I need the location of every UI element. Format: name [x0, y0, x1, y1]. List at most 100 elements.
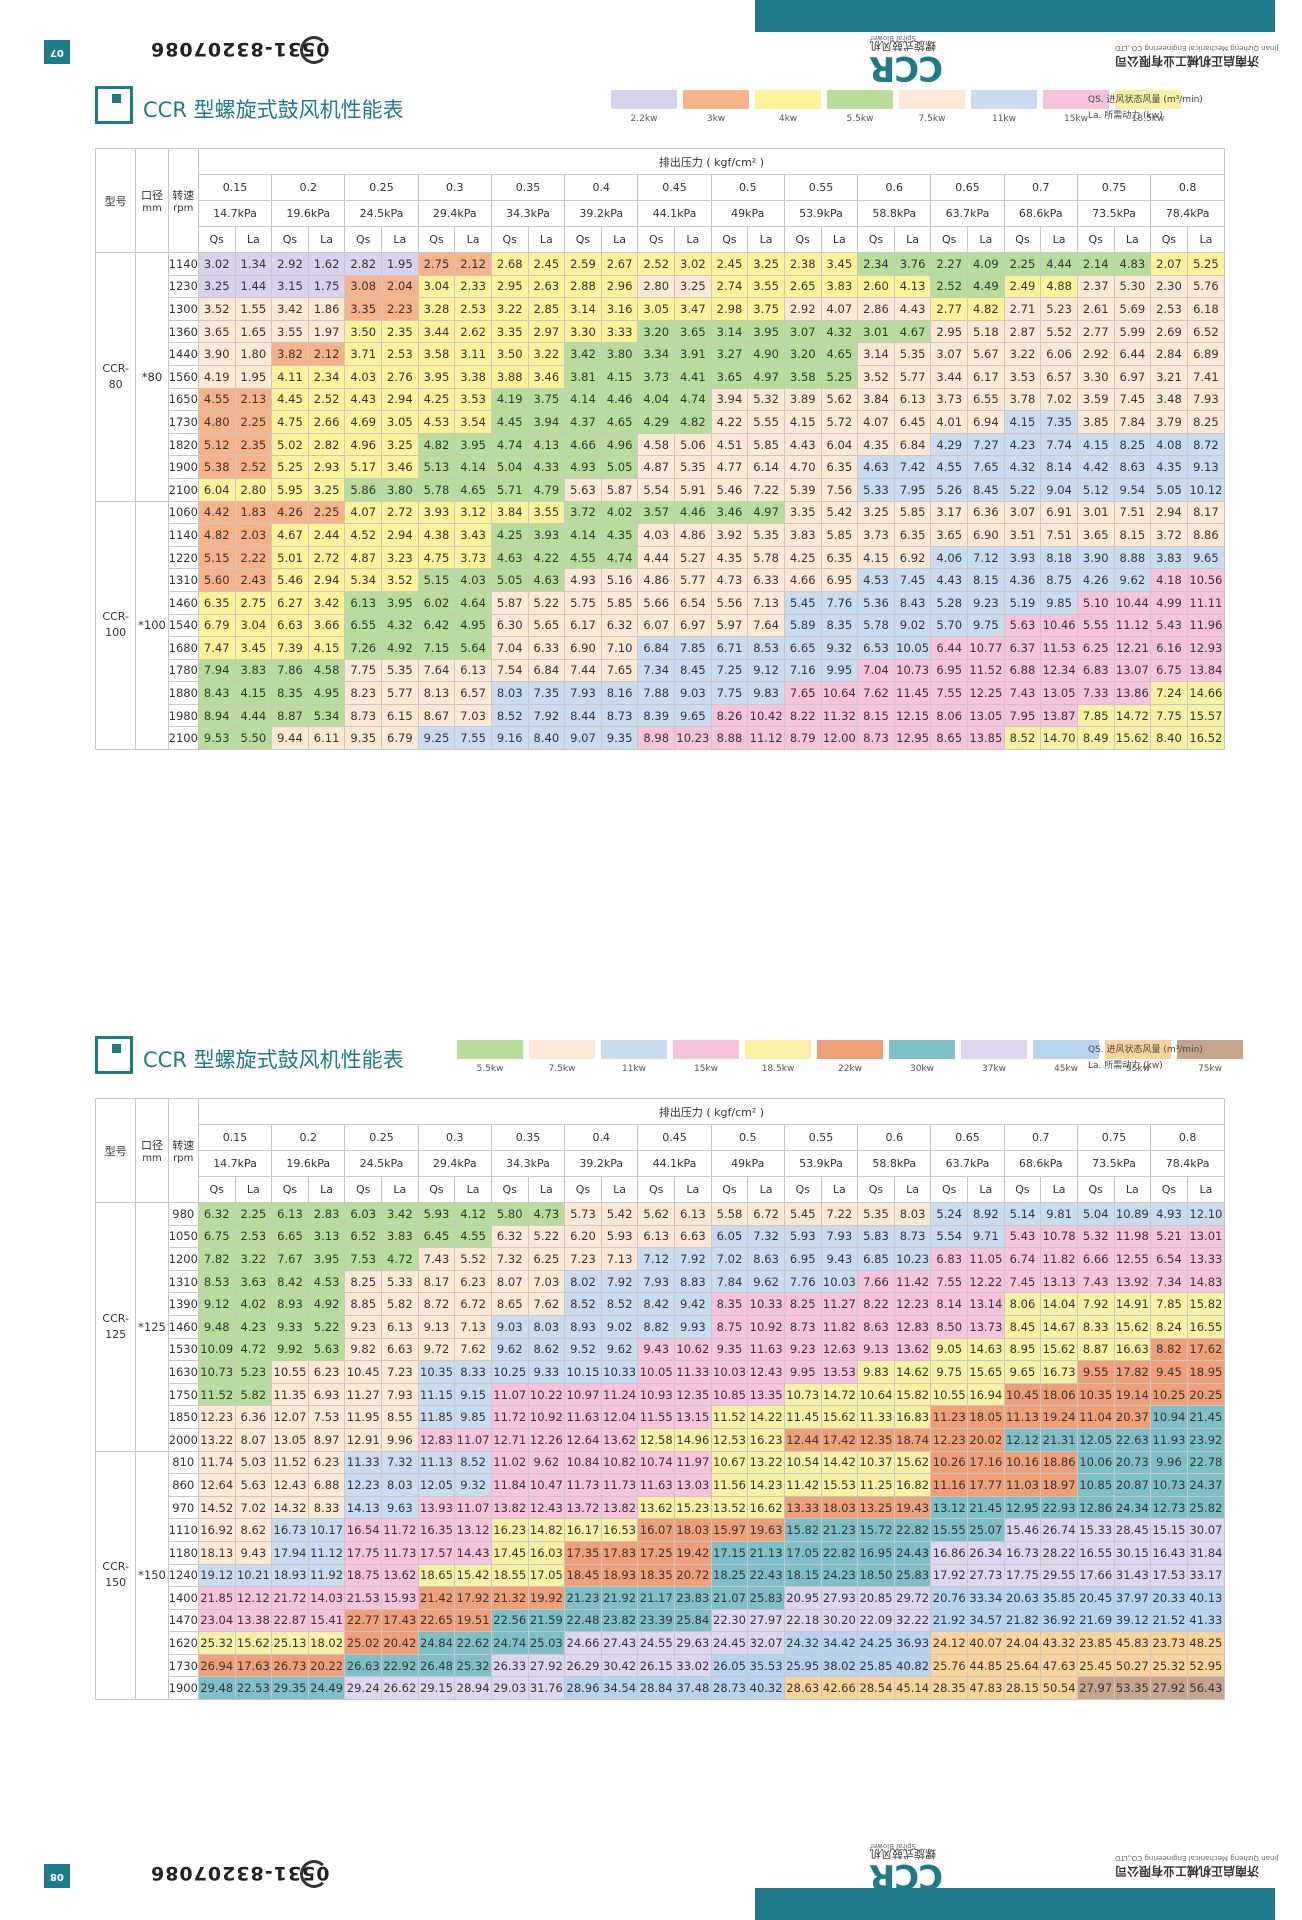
pressure-kpa: 34.3kPa — [490, 200, 566, 227]
data-cell: 3.58 — [783, 364, 822, 389]
data-cell: 4.93 — [564, 455, 602, 479]
data-cell: 8.22 — [783, 703, 822, 728]
data-cell: 3.94 — [527, 410, 566, 434]
data-cell: 13.22 — [747, 1450, 785, 1475]
data-cell: 6.72 — [454, 1292, 492, 1316]
data-cell: 2.52 — [637, 252, 676, 276]
data-cell: 11.42 — [893, 1269, 932, 1294]
qs-header: Qs — [857, 1176, 895, 1203]
data-cell: 4.90 — [747, 342, 785, 366]
data-cell: 2.43 — [234, 568, 273, 592]
data-cell: 8.94 — [197, 703, 236, 728]
data-cell: 6.72 — [747, 1202, 785, 1226]
rpm-cell: 1220 — [167, 545, 199, 570]
data-cell: 5.22 — [1003, 477, 1042, 502]
data-cell: 8.25 — [344, 1269, 383, 1294]
data-cell: 3.73 — [637, 364, 676, 389]
data-cell: 2.93 — [307, 455, 346, 479]
pressure-kpa: 24.5kPa — [344, 1150, 419, 1177]
data-cell: 3.55 — [747, 274, 785, 299]
data-cell: 8.85 — [344, 1292, 383, 1316]
data-cell: 3.93 — [1003, 545, 1042, 570]
data-cell: 11.45 — [783, 1405, 822, 1429]
legend-item: 7.5kw — [899, 90, 965, 124]
data-cell: 6.55 — [967, 387, 1005, 412]
data-cell: 3.44 — [930, 364, 969, 389]
data-cell: 6.35 — [197, 590, 236, 615]
data-cell: 16.07 — [637, 1518, 676, 1542]
data-cell: 16.83 — [893, 1405, 932, 1429]
legend-label: 7.5kw — [548, 1064, 576, 1074]
table-row: 1310 5.60 2.43 5.46 2.94 5.34 3.52 5.15 4.03 5.05… — [96, 568, 1226, 592]
data-cell: 11.63 — [637, 1473, 676, 1497]
data-cell: 11.53 — [1040, 636, 1078, 660]
performance-table: 型号 口径 mm 转速 rpm 排出压力 ( kgf/cm² ) 0.15 0.2 0.25 0.… — [94, 148, 1226, 751]
data-cell: 8.24 — [1150, 1314, 1188, 1339]
legend-swatch — [611, 90, 677, 109]
data-cell: 35.53 — [747, 1653, 785, 1678]
data-cell: 6.63 — [674, 1224, 712, 1249]
data-cell: 2.69 — [1150, 319, 1188, 344]
rpm-cell: 1900 — [167, 455, 199, 479]
data-cell: 53.35 — [1113, 1676, 1152, 1701]
data-cell: 24.37 — [1186, 1473, 1226, 1497]
data-cell: 12.86 — [1076, 1495, 1115, 1520]
data-cell: 2.80 — [637, 274, 676, 299]
data-cell: 9.33 — [527, 1360, 566, 1384]
data-cell: 6.23 — [454, 1269, 492, 1294]
data-cell: 3.46 — [381, 455, 419, 479]
data-cell: 4.88 — [1040, 274, 1078, 299]
model-name: CCR-80 — [94, 252, 137, 502]
data-cell: 4.63 — [857, 455, 895, 479]
data-cell: 9.35 — [710, 1337, 749, 1362]
data-cell: 8.33 — [1076, 1314, 1115, 1339]
rpm-cell: 1140 — [167, 252, 199, 276]
data-cell: 8.42 — [271, 1269, 309, 1294]
data-cell: 8.15 — [1113, 523, 1152, 547]
data-cell: 3.22 — [527, 342, 566, 366]
table-row: 1440 3.90 1.80 3.82 2.12 3.71 2.53 3.58 3.11 3.50… — [96, 342, 1226, 366]
data-cell: 5.95 — [271, 477, 309, 502]
rpm-cell: 1400 — [167, 1586, 199, 1610]
rpm-cell: 1200 — [167, 1247, 199, 1271]
qs-header: Qs — [1150, 226, 1188, 253]
data-cell: 7.64 — [417, 658, 456, 683]
data-cell: 5.22 — [527, 1224, 566, 1249]
data-cell: 2.92 — [783, 297, 822, 321]
data-cell: 2.07 — [1150, 252, 1188, 276]
data-cell: 4.93 — [1150, 1202, 1188, 1226]
data-cell: 2.25 — [307, 500, 346, 525]
data-cell: 11.74 — [197, 1450, 236, 1475]
data-cell: 23.92 — [1186, 1427, 1226, 1452]
data-cell: 3.83 — [234, 658, 273, 683]
data-cell: 14.03 — [307, 1586, 346, 1610]
data-cell: 15.62 — [1113, 1314, 1152, 1339]
brand-block-bottom: CCR 螺旋式鼓风机 Spiral Blower — [870, 1842, 944, 1896]
data-cell: 48.25 — [1186, 1631, 1226, 1655]
data-cell: 4.22 — [710, 410, 749, 434]
data-cell: 3.66 — [307, 613, 346, 638]
data-cell: 12.04 — [600, 1405, 639, 1429]
data-cell: 2.25 — [1003, 252, 1042, 276]
data-cell: 26.34 — [967, 1540, 1005, 1565]
data-cell: 4.83 — [1113, 252, 1152, 276]
data-cell: 28.84 — [637, 1676, 676, 1701]
data-cell: 7.86 — [271, 658, 309, 683]
pressure-value: 0.7 — [1003, 174, 1078, 201]
pressure-kpa: 68.6kPa — [1003, 1150, 1078, 1177]
data-cell: 11.32 — [820, 703, 859, 728]
pressure-value: 0.75 — [1076, 1124, 1152, 1151]
data-cell: 9.62 — [527, 1450, 566, 1475]
data-cell: 10.64 — [820, 681, 859, 705]
data-cell: 12.07 — [271, 1405, 309, 1429]
legend-label: 22kw — [837, 1064, 863, 1074]
data-cell: 16.03 — [527, 1540, 566, 1565]
section-title: CCR 型螺旋式鼓风机性能表 — [143, 98, 404, 122]
data-cell: 3.65 — [674, 319, 712, 344]
data-cell: 19.92 — [527, 1586, 566, 1610]
data-cell: 7.54 — [490, 658, 529, 683]
data-cell: 3.33 — [600, 319, 639, 344]
data-cell: 5.32 — [1076, 1224, 1115, 1249]
la-header: La — [1113, 226, 1152, 253]
data-cell: 6.33 — [747, 568, 785, 592]
